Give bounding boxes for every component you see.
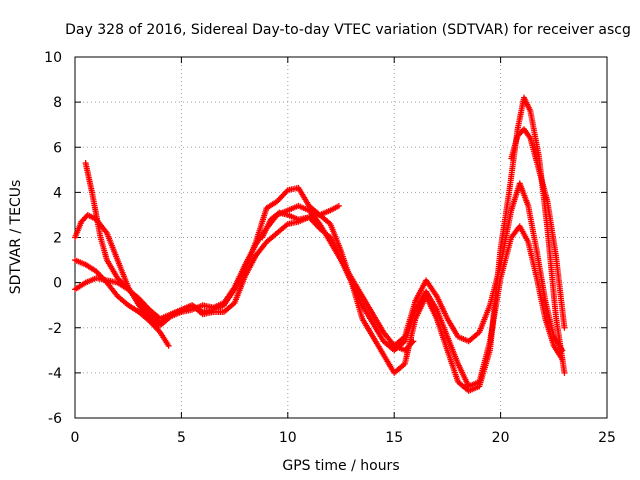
data-point [559, 356, 566, 363]
data-point [410, 338, 417, 345]
series-2 [82, 94, 568, 394]
y-tick-label: 2 [53, 231, 62, 247]
series-4 [72, 126, 568, 354]
data-point [561, 324, 568, 331]
data-markers [72, 94, 568, 394]
x-tick-label: 20 [492, 430, 510, 446]
x-tick-label: 25 [598, 430, 616, 446]
series-3 [72, 214, 566, 390]
data-point [561, 369, 568, 376]
data-point [409, 339, 416, 346]
chart-title: Day 328 of 2016, Sidereal Day-to-day VTE… [65, 22, 631, 38]
y-tick-label: 8 [53, 95, 62, 111]
x-tick-label: 0 [71, 430, 80, 446]
y-tick-label: -2 [48, 321, 62, 337]
x-tick-label: 15 [385, 430, 403, 446]
y-tick-label: -6 [48, 411, 62, 427]
axis-ticks: 0 5 10 15 20 25 -6 -4 -2 0 2 4 6 8 10 [44, 50, 616, 446]
y-axis-label: SDTVAR / TECUs [8, 180, 24, 295]
y-tick-label: 4 [53, 185, 62, 201]
y-tick-label: 10 [44, 50, 62, 66]
y-tick-label: 0 [53, 276, 62, 292]
x-tick-label: 5 [177, 430, 186, 446]
x-axis-label: GPS time / hours [282, 458, 399, 474]
data-point [165, 342, 172, 349]
x-tick-label: 10 [279, 430, 297, 446]
y-tick-label: 6 [53, 140, 62, 156]
data-point [335, 202, 342, 209]
y-tick-label: -4 [48, 366, 62, 382]
